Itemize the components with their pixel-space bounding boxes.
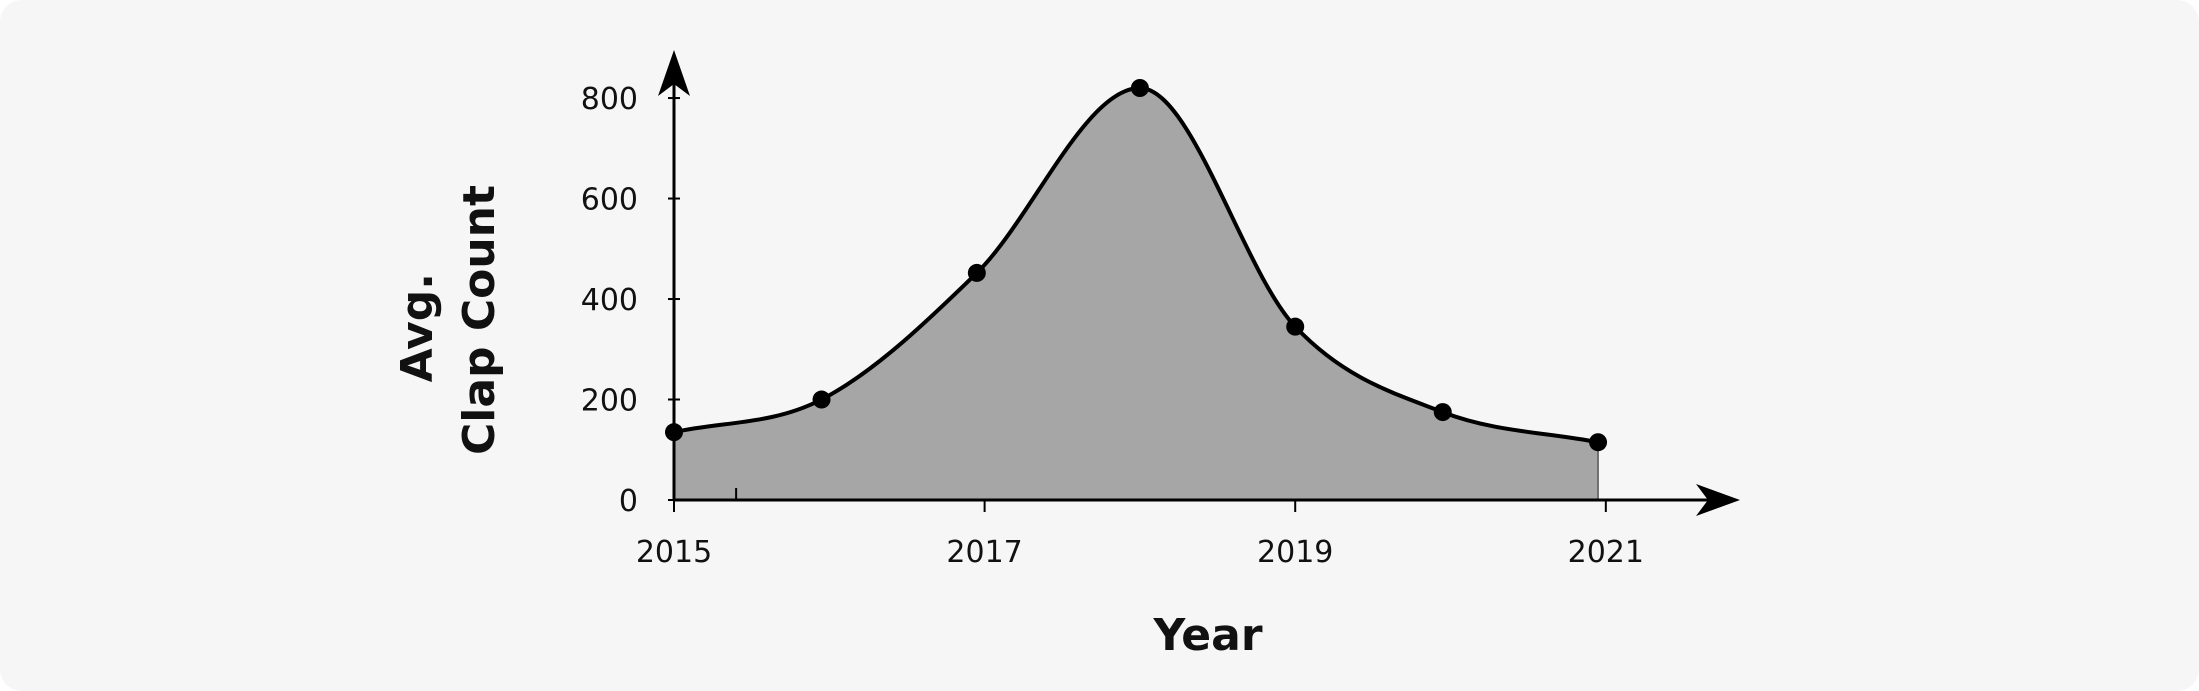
y-axis-arrow [658,50,690,96]
data-point-2 [967,263,986,282]
data-point-3 [1130,79,1149,97]
area-fill [674,88,1599,500]
y-axis-title: Avg. Clap Count [392,185,505,455]
y-tick-label-0: 0 [619,484,638,519]
data-point-1 [812,390,831,409]
y-tick-label-4: 800 [581,82,638,117]
y-tick-label-3: 600 [581,183,638,218]
data-point-0 [665,423,683,442]
y-tick-label-2: 400 [581,283,638,318]
x-tick-label-2: 2019 [1257,535,1333,570]
y-axis-title-line-1: Avg. [392,273,443,382]
x-axis-title: Year [1152,610,1262,661]
y-axis-title-line-2: Clap Count [454,185,505,455]
x-tick-label-3: 2021 [1568,535,1644,570]
data-point-5 [1433,403,1452,422]
data-point-6 [1589,433,1608,452]
x-tick-label-0: 2015 [636,535,712,570]
x-tick-label-1: 2017 [946,535,1022,570]
x-axis-arrow [1696,484,1740,516]
data-point-4 [1286,317,1305,336]
y-tick-label-1: 200 [581,384,638,419]
